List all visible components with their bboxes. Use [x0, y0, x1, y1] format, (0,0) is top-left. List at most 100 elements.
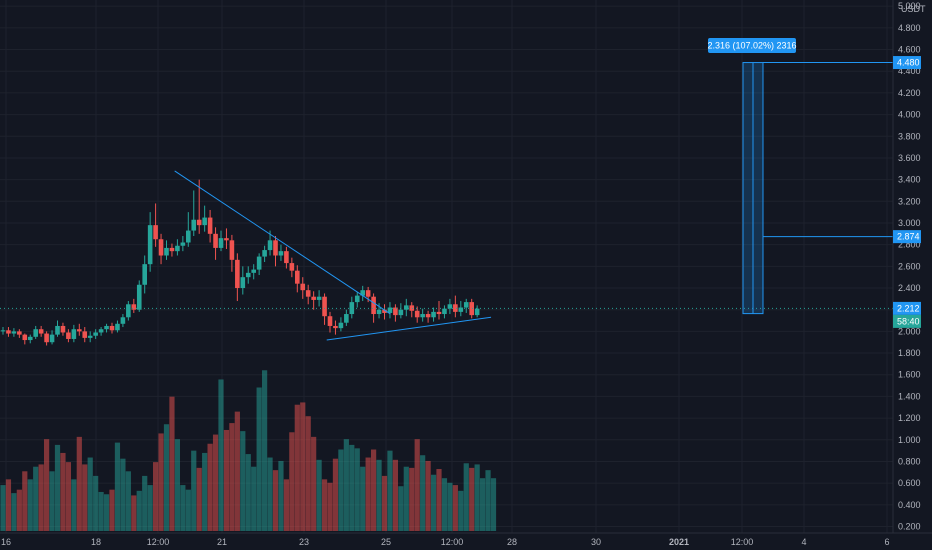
volume-bar: [321, 479, 328, 531]
candle-body: [49, 334, 55, 343]
volume-bar: [33, 466, 39, 531]
volume-bar: [327, 482, 333, 531]
price-tick-label: 5.000: [898, 1, 921, 11]
volume-bar: [22, 471, 28, 531]
candle-body: [131, 304, 137, 310]
candle-body: [71, 329, 77, 339]
volume-bar: [44, 439, 50, 531]
price-range-measure[interactable]: 2.316 (107.02%) 2316: [707, 38, 893, 315]
price-tick-label: 0.200: [898, 522, 921, 532]
candle-body: [382, 309, 387, 313]
candle-body: [196, 219, 202, 226]
volume-bar: [229, 423, 235, 531]
candle-body: [22, 334, 28, 341]
volume-bar: [283, 479, 289, 531]
volume-bar: [349, 444, 355, 531]
candle-body: [360, 290, 365, 296]
volume-bar: [365, 457, 371, 531]
price-tag-box: [893, 56, 921, 70]
candle-body: [431, 311, 436, 318]
candle-body: [322, 296, 327, 317]
candle-body: [66, 332, 71, 339]
volume-bar: [311, 436, 317, 531]
price-tag-box: [893, 314, 921, 328]
candle-body: [186, 230, 191, 243]
candle-body: [38, 329, 44, 334]
volume-bar: [174, 439, 180, 531]
candle-body: [295, 270, 300, 284]
candle-body: [420, 314, 425, 318]
candle-body: [316, 296, 322, 300]
candle-body: [393, 307, 398, 316]
volume-bar: [289, 432, 295, 531]
volume-bar: [54, 444, 61, 531]
volume-bar: [463, 463, 469, 531]
volume-bar: [436, 469, 442, 531]
trendline-drawings[interactable]: [0, 170, 893, 341]
volume-bar: [480, 478, 486, 531]
volume-bar: [163, 424, 170, 531]
volume-bar: [360, 466, 366, 531]
candle-body: [469, 302, 474, 316]
volume-bar: [38, 464, 44, 531]
price-tick-label: 1.000: [898, 435, 921, 445]
candle-body: [376, 309, 382, 315]
candle-body: [442, 308, 447, 315]
price-tag-label: 2.874: [897, 232, 920, 242]
candle-body: [27, 336, 33, 341]
price-tick-label: 0.400: [898, 500, 921, 510]
candle-body: [409, 305, 415, 311]
volume-bar: [371, 449, 377, 531]
candle-body: [136, 284, 142, 310]
volume-bar: [490, 478, 497, 531]
price-tick-label: 4.400: [898, 66, 921, 76]
time-axis[interactable]: 16 18 12:00 21 23 25 12:00 28 30 2021 12:00 4 6: [0, 532, 932, 547]
candle-body: [365, 290, 371, 297]
candle-body: [202, 217, 207, 226]
candle-body: [120, 317, 126, 324]
volume-bar: [11, 493, 17, 531]
volume-bar: [458, 490, 464, 531]
time-tick-label: 4: [801, 537, 806, 547]
volume-bar: [49, 471, 55, 531]
volume-bar: [147, 485, 153, 531]
price-tick-label: 1.400: [898, 391, 921, 401]
candle-body: [474, 308, 480, 316]
price-tick-label: 3.600: [898, 153, 921, 163]
volume-bar: [256, 387, 262, 531]
candle-body: [158, 239, 164, 256]
volume-bar: [430, 474, 437, 531]
volume-bar: [109, 489, 115, 531]
price-tick-label: 1.200: [898, 413, 921, 423]
candle-body: [262, 250, 267, 257]
volume-bar: [93, 475, 99, 531]
candle-body: [333, 325, 338, 329]
volume-bar: [103, 494, 110, 531]
candle-body: [344, 314, 349, 323]
price-tick-label: 1.800: [898, 348, 921, 358]
price-axis[interactable]: 0.200 0.400 0.600 0.800 1.000 1.200 1.400 1.600…: [892, 0, 926, 533]
volume-bar: [153, 462, 159, 531]
volume-bar: [332, 458, 339, 531]
volume-bar: [16, 489, 22, 531]
candle-body: [17, 331, 22, 335]
volume-bar: [87, 457, 93, 531]
candle-body: [371, 296, 376, 315]
time-tick-label: 28: [507, 537, 517, 547]
candle-body: [425, 314, 431, 318]
price-tag-box: [893, 230, 921, 244]
volume-bar: [207, 443, 213, 531]
volume-bar: [294, 404, 300, 531]
price-tick-label: 4.200: [898, 88, 921, 98]
candle-body: [300, 283, 306, 291]
candle-body: [327, 316, 333, 326]
candle-body: [436, 311, 442, 315]
price-tick-label: 4.600: [898, 45, 921, 55]
volume-bar: [131, 495, 137, 531]
candle-body: [175, 245, 180, 252]
price-tick-label: 4.000: [898, 110, 921, 120]
candle-body: [164, 247, 169, 256]
candle-body: [273, 240, 278, 256]
measure-label: 2.316 (107.02%) 2316: [707, 41, 796, 51]
